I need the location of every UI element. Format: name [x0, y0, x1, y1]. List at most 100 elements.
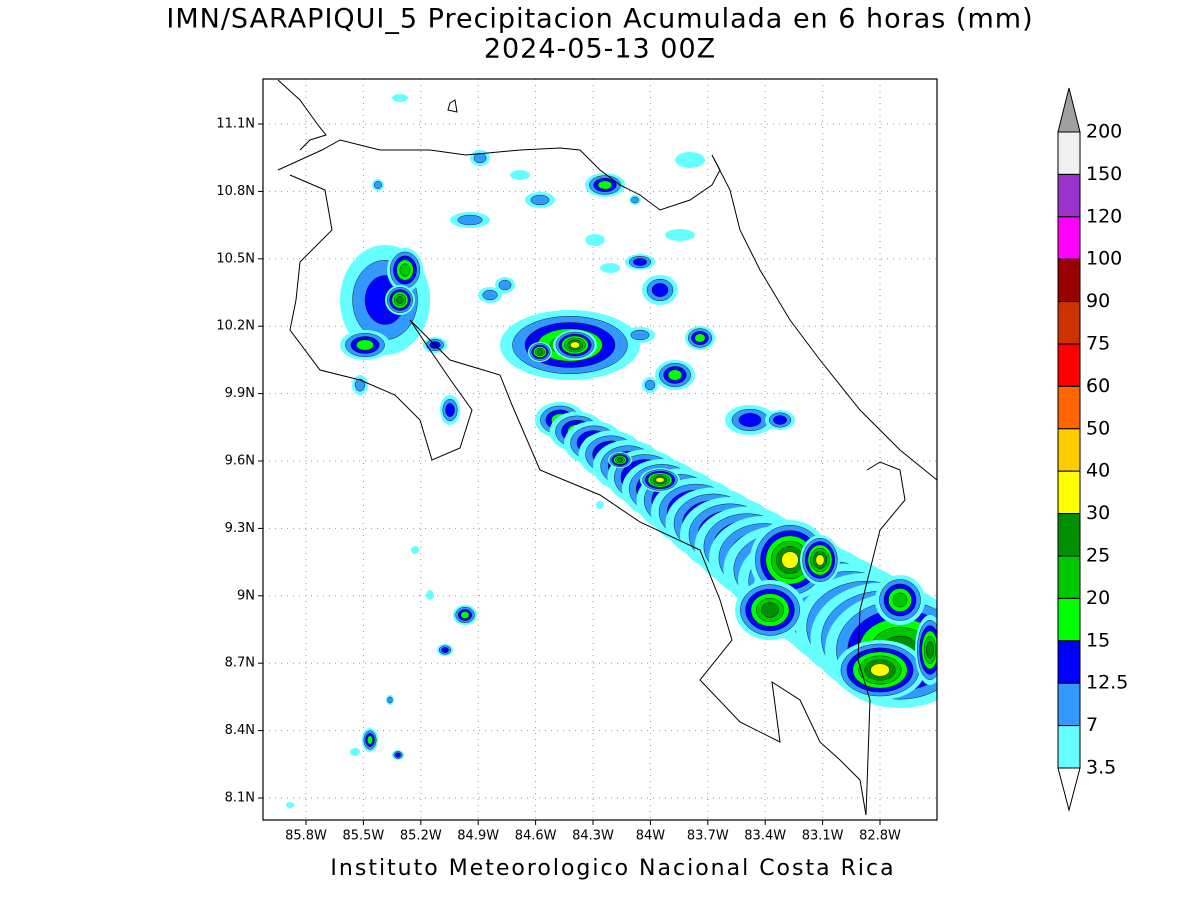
colorbar-box — [1057, 428, 1081, 472]
rain-contour — [473, 152, 487, 164]
rain-contour — [644, 379, 656, 391]
colorbar-box — [1057, 173, 1081, 218]
rain-contour — [350, 748, 360, 756]
colorbar-box — [1057, 131, 1081, 175]
rain-contour — [675, 152, 705, 168]
y-tick-label: 9.6N — [225, 454, 255, 469]
rain-contour — [926, 641, 934, 659]
rain-contour — [498, 279, 512, 291]
colorbar-label: 60 — [1086, 375, 1110, 397]
x-tick-label: 83.1W — [802, 829, 844, 844]
colorbar-box — [1057, 470, 1081, 515]
rain-contour — [631, 196, 639, 204]
rain-contour — [441, 647, 449, 653]
x-tick-label: 85.2W — [400, 829, 442, 844]
rain-contour — [536, 349, 544, 355]
grid: 85.8W 85.5W 85.2W 84.9W 84.6W 84.3W 84W 83.7W 83… — [216, 79, 937, 844]
rain-contour — [354, 378, 366, 392]
rain-contour — [374, 181, 382, 189]
x-tick-label: 84.3W — [572, 829, 614, 844]
y-tick-label: 8.1N — [225, 791, 255, 806]
colorbar-triangle — [1057, 767, 1081, 812]
border — [857, 461, 906, 816]
rain-contour — [761, 602, 779, 618]
x-tick-label: 85.5W — [342, 829, 384, 844]
rain-contour — [870, 663, 890, 677]
footer: Instituto Meteorologico Nacional Costa R… — [330, 856, 895, 881]
y-tick-label: 10.5N — [216, 251, 255, 266]
rain-contour — [445, 403, 455, 417]
rain-contour — [600, 263, 620, 273]
colorbar-box — [1057, 725, 1081, 769]
colorbar-label: 30 — [1086, 502, 1110, 524]
rain-contour — [510, 170, 530, 180]
y-tick-label: 9.9N — [225, 386, 255, 401]
colorbar-label: 25 — [1086, 545, 1110, 567]
rain-contour — [773, 415, 787, 425]
colorbar-label: 15 — [1086, 629, 1110, 651]
y-tick-label: 10.8N — [216, 184, 255, 199]
rain-contour — [616, 457, 624, 463]
colorbar-box — [1057, 216, 1081, 260]
plot-frame — [262, 78, 938, 821]
coastlines — [277, 79, 937, 816]
colorbar-label: 120 — [1086, 205, 1122, 227]
rain-contour — [395, 752, 401, 758]
subtitle: 2024-05-13 00Z — [484, 34, 716, 65]
rain-contour — [738, 413, 762, 427]
rain-contour — [597, 180, 613, 190]
rain-contour — [694, 333, 706, 343]
y-tick-label: 9N — [237, 588, 255, 603]
colorbar-label: 150 — [1086, 163, 1122, 185]
colorbar-box — [1057, 555, 1081, 599]
rain-contour — [396, 296, 404, 304]
colorbar: 200 150 120 100 90 75 60 50 40 30 25 20 15 12.5 7 3.5 — [1057, 87, 1128, 812]
rain-contour — [585, 234, 605, 246]
colorbar-label: 50 — [1086, 417, 1110, 439]
rain-contour — [482, 289, 498, 301]
rain-contour — [651, 283, 669, 297]
x-tick-label: 84.9W — [457, 829, 499, 844]
rain-contour — [387, 696, 393, 704]
x-tick-label: 83.4W — [744, 829, 786, 844]
x-tick-label: 82.8W — [859, 829, 901, 844]
colorbar-label: 20 — [1086, 587, 1110, 609]
rain-contour — [457, 214, 483, 226]
rain-contour — [892, 592, 908, 608]
y-tick-label: 8.4N — [225, 723, 255, 738]
coastline — [277, 139, 937, 481]
colorbar-label: 200 — [1086, 121, 1122, 143]
colorbar-box — [1057, 258, 1081, 303]
colorbar-label: 3.5 — [1086, 757, 1116, 779]
colorbar-label: 75 — [1086, 333, 1110, 355]
y-tick-label: 11.1N — [216, 117, 255, 132]
x-tick-label: 84.6W — [515, 829, 557, 844]
x-tick-label: 85.8W — [285, 829, 327, 844]
colorbar-label: 12.5 — [1086, 672, 1128, 694]
y-tick-label: 9.3N — [225, 521, 255, 536]
rain-contour — [392, 94, 408, 102]
rain-contour — [655, 477, 665, 483]
colorbar-label: 40 — [1086, 460, 1110, 482]
rain-contour — [667, 369, 683, 381]
colorbar-label: 90 — [1086, 290, 1110, 312]
rain-contour — [570, 341, 580, 349]
colorbar-box — [1057, 385, 1081, 430]
x-tick-label: 84W — [636, 829, 666, 844]
colorbar-label: 100 — [1086, 248, 1122, 270]
colorbar-box — [1057, 343, 1081, 387]
rain-contour — [411, 546, 419, 554]
rain-contour — [633, 258, 647, 266]
island — [447, 99, 458, 113]
rain-contour — [665, 229, 695, 241]
rain-contour — [367, 735, 373, 745]
rain-contour — [530, 194, 550, 206]
rain-contour — [596, 501, 604, 509]
coastline — [289, 174, 867, 816]
rain-contour — [286, 802, 294, 808]
colorbar-triangle — [1057, 87, 1081, 133]
y-tick-label: 8.7N — [225, 656, 255, 671]
title: IMN/SARAPIQUI_5 Precipitacion Acumulada … — [166, 4, 1033, 35]
